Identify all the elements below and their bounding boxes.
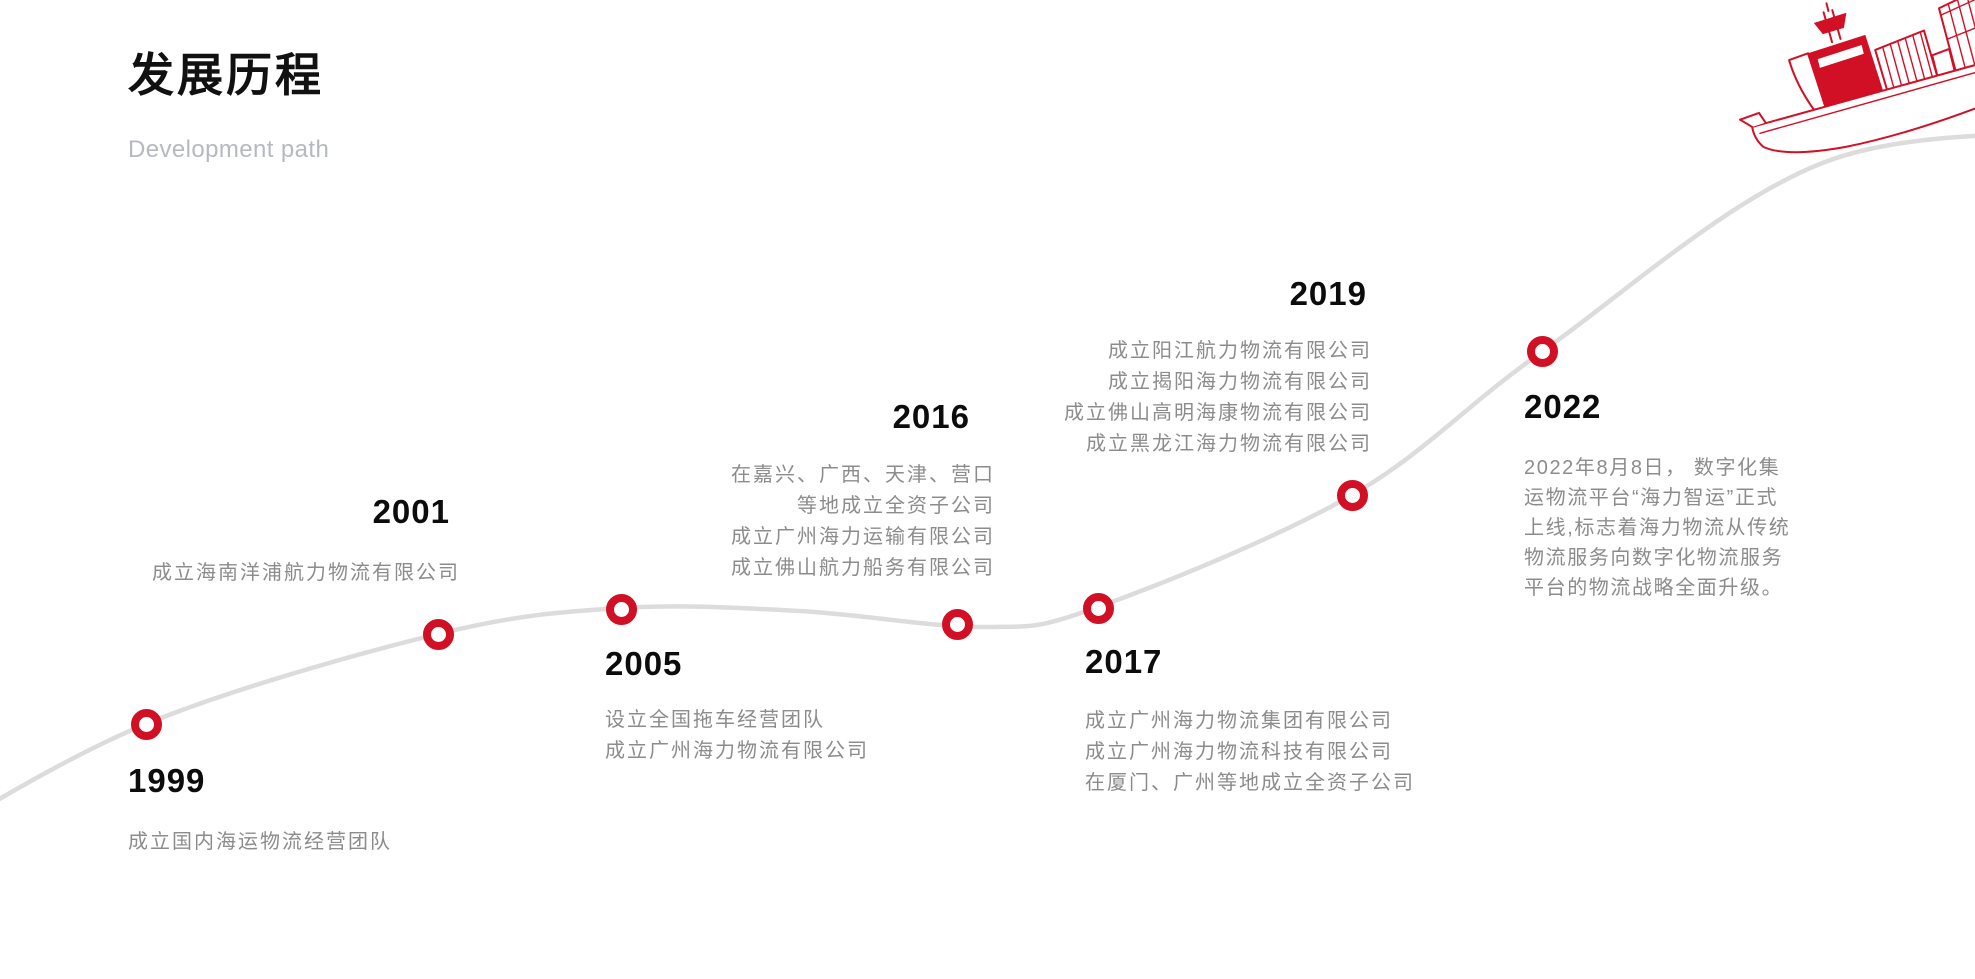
ship-containers-rear-hatch: [1947, 0, 1975, 72]
milestone-line: 物流服务向数字化物流服务: [1524, 547, 1784, 569]
timeline-marker-2017: [1082, 592, 1114, 624]
timeline-curve-path: [0, 133, 1975, 802]
milestone-line: 2022年8月8日， 数字化集: [1524, 457, 1781, 479]
milestone-line: 上线,标志着海力物流从传统: [1524, 517, 1791, 539]
timeline-marker-2005: [605, 593, 637, 625]
milestone-desc-1999: 成立国内海运物流经营团队: [128, 827, 392, 858]
milestone-line: 设立全国拖车经营团队: [605, 709, 825, 731]
timeline-marker-2022: [1526, 335, 1558, 367]
milestone-line: 成立佛山航力船务有限公司: [731, 557, 995, 579]
milestone-line: 运物流平台“海力智运”正式: [1524, 487, 1779, 509]
milestone-line: 成立佛山高明海康物流有限公司: [1064, 402, 1372, 424]
milestone-line: 在嘉兴、广西、天津、营口: [731, 464, 995, 486]
milestone-line: 成立阳江航力物流有限公司: [1108, 340, 1372, 362]
milestone-desc-2019: 成立阳江航力物流有限公司 成立揭阳海力物流有限公司成立佛山高明海康物流有限公司成立…: [1064, 336, 1372, 460]
milestone-line: 成立广州海力物流集团有限公司: [1085, 710, 1393, 732]
milestone-line: 成立揭阳海力物流有限公司: [1108, 371, 1372, 393]
page-title: 发展历程: [128, 49, 324, 101]
ship-containers-rear: [1938, 0, 1975, 75]
milestone-year-2001: 2001: [372, 493, 450, 530]
milestone-line: 成立广州海力物流科技有限公司: [1085, 741, 1393, 763]
milestone-year-1999: 1999: [128, 762, 206, 799]
ship-containers-front-hatch: [1882, 31, 1935, 93]
ship-radar-platform: [1813, 12, 1847, 35]
milestone-line: 成立广州海力物流有限公司: [605, 740, 869, 762]
milestone-desc-2001: 成立海南洋浦航力物流有限公司: [152, 558, 460, 589]
milestone-line: 平台的物流战略全面升级。: [1524, 577, 1784, 599]
timeline-marker-2001: [422, 618, 454, 650]
milestone-year-2016: 2016: [892, 398, 970, 435]
ship-hull-deckline: [1759, 52, 1975, 134]
timeline-marker-2019: [1336, 479, 1368, 511]
timeline-marker-2016: [941, 608, 973, 640]
milestone-year-2017: 2017: [1085, 643, 1163, 680]
milestone-desc-2017: 成立广州海力物流集团有限公司 成立广州海力物流科技有限公司 在厦门、广州等地成立全资…: [1085, 706, 1415, 799]
ship-bridge-windows: [1817, 45, 1864, 68]
ship-stern-lip: [1739, 111, 1767, 128]
milestone-line: 成立海南洋浦航力物流有限公司: [152, 562, 460, 584]
ship-hull: [1751, 45, 1975, 154]
milestone-year-2019: 2019: [1289, 275, 1367, 312]
milestone-line: 成立国内海运物流经营团队: [128, 831, 392, 853]
ship-bridge: [1808, 34, 1885, 109]
container-ship-icon: [1739, 0, 1975, 154]
milestone-desc-2005: 设立全国拖车经营团队成立广州海力物流有限公司: [605, 705, 869, 767]
milestone-desc-2022: 2022年8月8日， 数字化集 运物流平台“海力智运”正式 上线,标志着海力物流从传…: [1524, 453, 1790, 603]
page-subtitle: Development path: [128, 136, 330, 163]
ship-containers-rear-rows: [1940, 0, 1975, 40]
milestone-line: 等地成立全资子公司: [797, 495, 995, 517]
milestone-line: 成立广州海力运输有限公司: [731, 526, 995, 548]
milestone-year-2022: 2022: [1524, 388, 1602, 425]
milestone-desc-2016: 在嘉兴、广西、天津、营口等地成立全资子公司成立广州海力运输有限公司 成立佛山航力船…: [731, 460, 995, 584]
timeline-marker-1999: [130, 708, 162, 740]
milestone-year-2005: 2005: [605, 645, 683, 682]
milestone-line: 成立黑龙江海力物流有限公司: [1086, 433, 1372, 455]
milestone-line: 在厦门、广州等地成立全资子公司: [1085, 772, 1415, 794]
